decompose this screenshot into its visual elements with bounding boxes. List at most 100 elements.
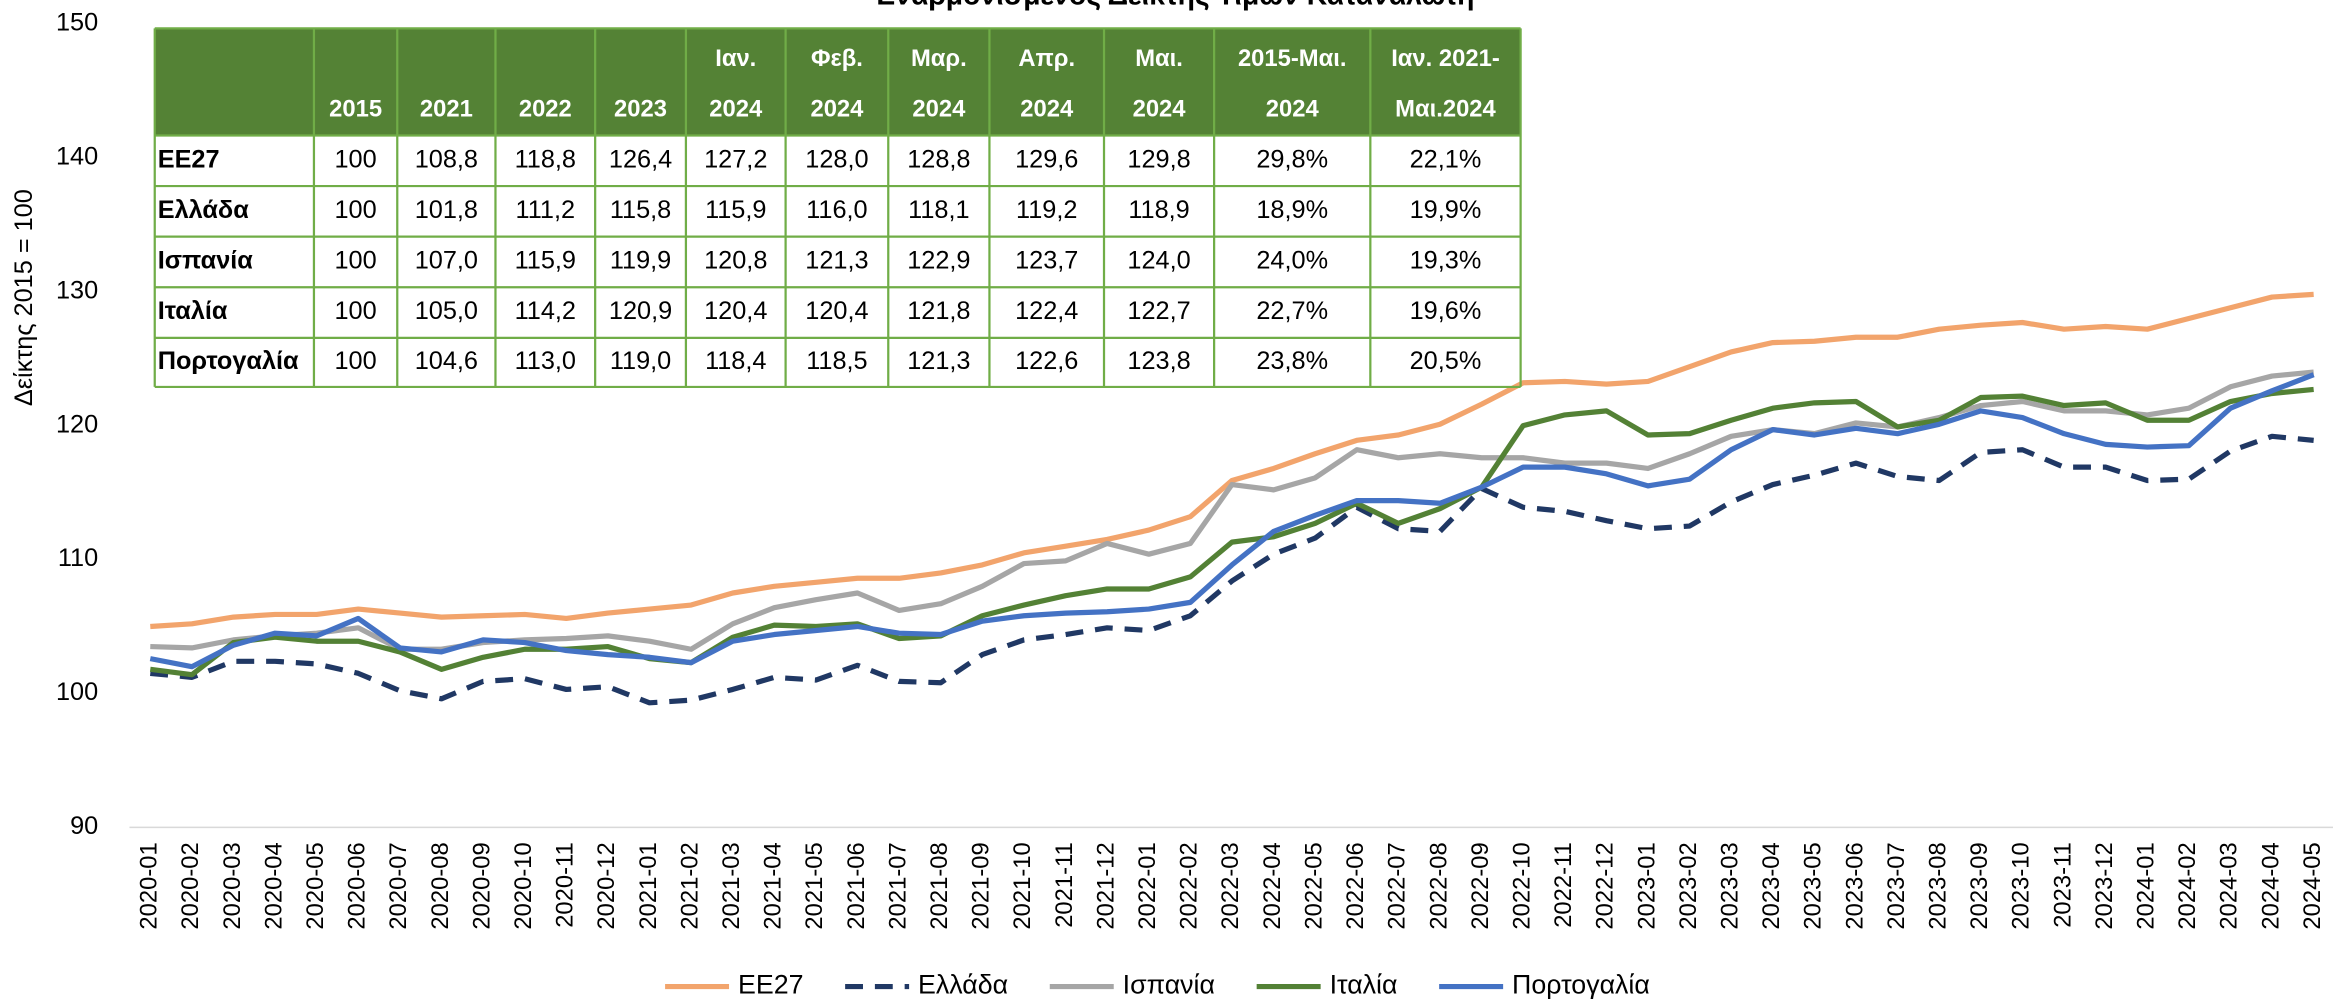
table-cell: 19,6% [1410,297,1482,325]
table-cell: 129,8 [1127,145,1190,173]
table-row-label: ΕΕ27 [158,145,220,173]
table-cell: 128,8 [907,145,970,173]
table-cell: 22,7% [1256,297,1328,325]
x-tick-label: 2023-08 [1925,842,1952,929]
x-tick-label: 2023-03 [1716,842,1743,929]
table-header-cell: 2024 [810,95,864,122]
x-tick-label: 2021-04 [760,842,787,929]
x-tick-label: 2022-05 [1300,842,1327,929]
x-tick-label: 2021-01 [635,842,662,929]
x-tick-label: 2022-03 [1217,842,1244,929]
y-tick-label: 100 [56,678,98,706]
table-cell: 121,8 [907,297,970,325]
series-line [150,291,2314,630]
table-cell: 29,8% [1256,145,1328,173]
x-tick-label: 2020-02 [177,842,204,929]
table-header-cell: 2021 [420,95,473,122]
table-cell: 100 [335,347,377,375]
x-tick-label: 2022-02 [1176,842,1203,929]
x-tick-label: 2020-05 [302,842,329,929]
series-line [149,372,2315,670]
table-cell: 20,5% [1410,347,1482,375]
x-tick-label: 2020-07 [385,842,412,929]
x-tick-label: 2022-06 [1342,842,1369,929]
x-tick-label: 2020-09 [468,842,495,929]
table-header-cell: Μαι. [1135,45,1183,72]
table-cell: 123,8 [1127,347,1190,375]
x-tick-label: 2022-08 [1425,842,1452,929]
table-cell: 104,6 [415,347,478,375]
table-cell: 118,1 [908,196,969,224]
table-cell: 120,4 [704,297,767,325]
table-cell: 105,0 [415,297,478,325]
table-cell: 122,7 [1127,297,1190,325]
x-tick-label: 2023-09 [1966,842,1993,929]
series-line [150,433,2314,706]
table-cell: 122,6 [1015,347,1078,375]
table-cell: 100 [335,145,377,173]
table-cell: 123,7 [1015,247,1078,275]
table-header-cell: 2023 [614,95,667,122]
table-cell: 18,9% [1256,196,1328,224]
x-tick-label: 2021-06 [843,842,870,929]
y-tick-label: 110 [58,544,98,572]
x-tick-label: 2021-05 [801,842,828,929]
x-tick-label: 2023-04 [1758,842,1785,929]
x-tick-label: 2023-10 [2008,842,2035,929]
x-tick-label: 2021-09 [968,842,995,929]
table-cell: 119,0 [610,347,671,375]
table-cell: 115,9 [705,196,766,224]
x-tick-label: 2023-12 [2091,842,2118,929]
y-tick-label: 140 [56,142,98,170]
x-tick-label: 2022-09 [1467,842,1494,929]
x-tick-label: 2022-04 [1259,842,1286,929]
table-header-cell: 2015 [329,95,382,122]
table-header-cell: 2024 [1266,95,1320,122]
x-tick-label: 2021-07 [884,842,911,929]
table-cell: 122,9 [907,247,970,275]
x-tick-label: 2024-05 [2299,842,2326,929]
x-tick-label: 2024-02 [2174,842,2201,929]
table-header-cell: 2024 [1020,95,1074,122]
x-tick-label: 2021-08 [926,842,953,929]
table-header-bg [154,28,1521,136]
table-cell: 23,8% [1256,347,1328,375]
table-cell: 116,0 [806,196,867,224]
table-cell: 122,4 [1015,297,1078,325]
table-cell: 24,0% [1256,247,1328,275]
x-tick-label: 2022-11 [1550,842,1577,928]
table-cell: 121,3 [907,347,970,375]
table-cell: 108,8 [415,145,478,173]
table-cell: 100 [335,247,377,275]
legend-label: Ισπανία [1123,970,1215,1000]
table-header-cell: 2015-Μαι. [1238,45,1347,72]
table-cell: 126,4 [609,145,672,173]
legend-label: Πορτογαλία [1512,970,1650,1000]
x-tick-label: 2020-01 [136,842,163,929]
x-tick-label: 2020-04 [260,842,287,929]
legend-label: Ιταλία [1330,970,1398,1000]
x-tick-label: 2021-03 [718,842,745,929]
y-tick-label: 150 [56,9,98,37]
table-cell: 120,9 [609,297,672,325]
chart-title: Εναρμονισμένος Δείκτης Τιμών Καταναλωτή [876,0,1474,11]
table-row-label: Ισπανία [158,247,254,275]
table-header-cell: 2022 [519,95,572,122]
legend-label: ΕΕ27 [738,970,803,1000]
table-cell: 101,8 [415,196,478,224]
table-cell: 114,2 [515,297,576,325]
x-tick-label: 2021-02 [676,842,703,929]
table-row-label: Πορτογαλία [158,347,299,375]
table-header-cell: Απρ. [1018,45,1075,72]
data-table: 2015 2021 2022 2023 Ιαν. 2024 Φεβ. 2024 Μαρ. 2024… [153,27,1522,389]
y-tick-label: 130 [56,276,98,304]
x-tick-label: 2023-01 [1633,842,1660,929]
x-tick-label: 2020-08 [427,842,454,929]
table-header-cell: Ιαν. 2021- [1391,45,1500,72]
table-cell: 118,8 [515,145,576,173]
y-axis-label: Δείκτης 2015 = 100 [10,189,38,406]
x-tick-label: 2023-02 [1675,842,1702,929]
x-tick-label: 2023-07 [1883,842,1910,929]
table-cell: 118,9 [1128,196,1189,224]
